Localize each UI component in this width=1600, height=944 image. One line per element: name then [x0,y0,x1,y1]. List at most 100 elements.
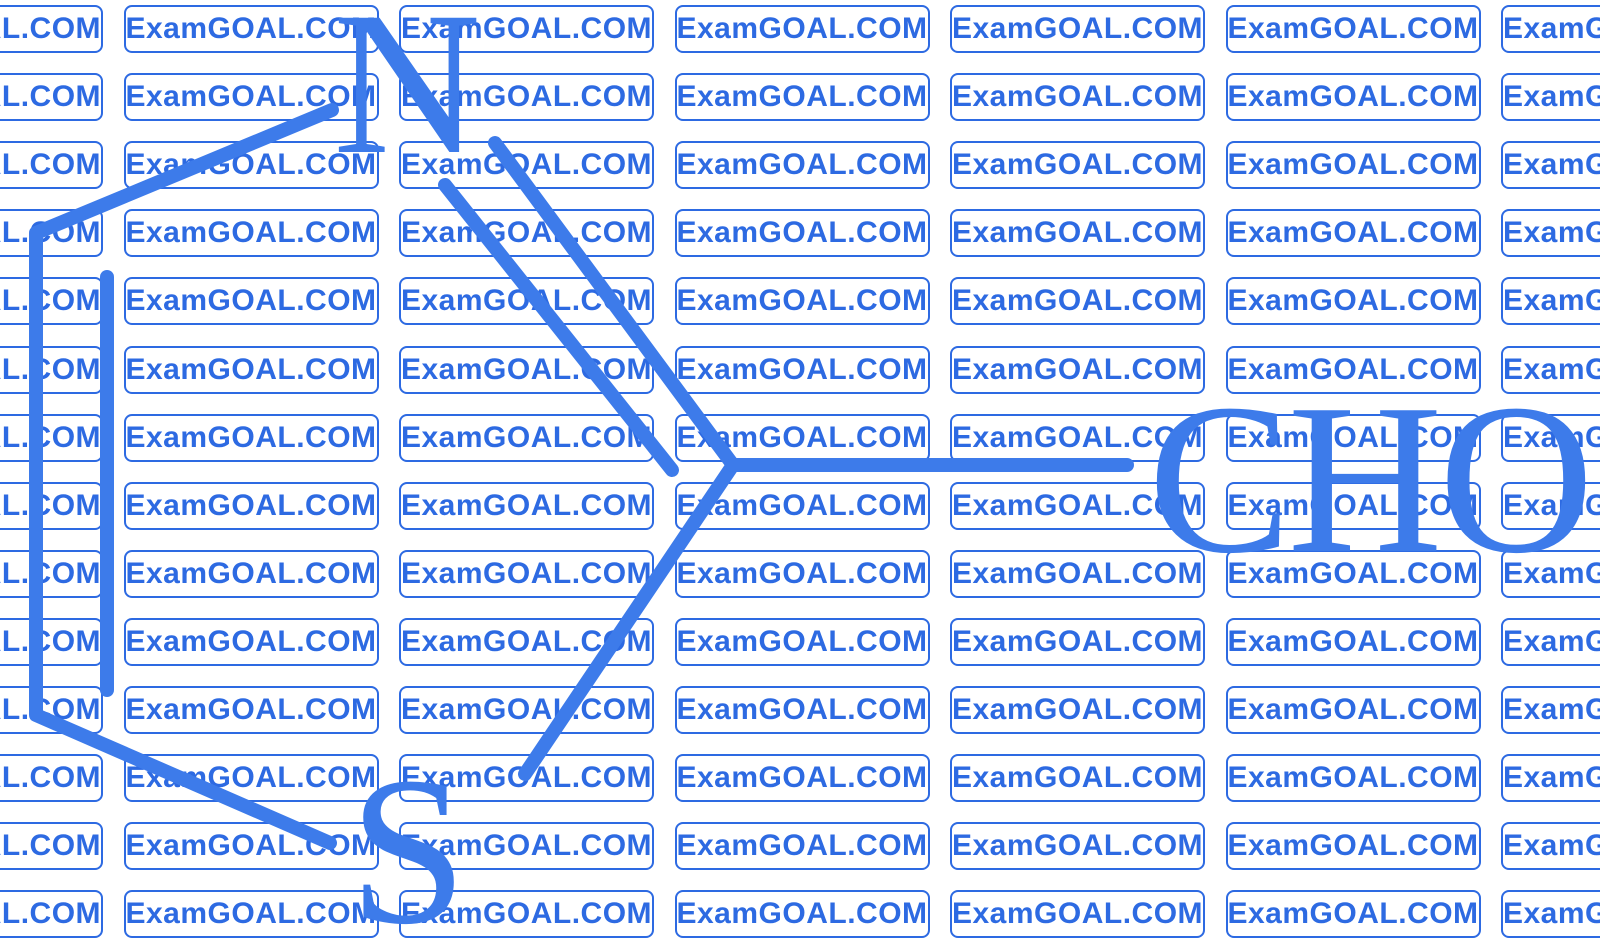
watermark-label: ExamGOAL.COM [0,12,102,45]
watermark-label: ExamGOAL.COM [1227,80,1479,114]
watermark-label: ExamGOAL.COM [125,488,377,522]
watermark-box: ExamGOAL.COM [123,481,379,530]
watermark-box: ExamGOAL.COM [0,481,103,530]
watermark-box: ExamGOAL.COM [123,413,379,462]
watermark-box: ExamGOAL.COM [1501,754,1600,803]
watermark-box: ExamGOAL.COM [1501,890,1600,939]
watermark-label: ExamGOAL.COM [0,488,102,522]
group-label-cho: CHO [1148,359,1590,598]
watermark-label: ExamGOAL.COM [951,897,1204,931]
watermark-label: ExamGOAL.COM [400,352,653,386]
watermark-box: ExamGOAL.COM [123,549,379,598]
watermark-label: ExamGOAL.COM [951,693,1204,726]
watermark-box: ExamGOAL.COM [0,890,103,939]
watermark-box: ExamGOAL.COM [0,617,103,666]
watermark-box: ExamGOAL.COM [950,890,1205,939]
watermark-label: ExamGOAL.COM [951,624,1204,658]
watermark-label: ExamGOAL.COM [0,897,102,931]
watermark-box: ExamGOAL.COM [1501,481,1600,530]
watermark-label: ExamGOAL.COM [676,693,928,726]
watermark-box: ExamGOAL.COM [1501,822,1600,871]
watermark-box: ExamGOAL.COM [1501,5,1600,53]
watermark-label: ExamGOAL.COM [1227,216,1479,250]
watermark-box: ExamGOAL.COM [674,209,930,258]
watermark-label: ExamGOAL.COM [1502,488,1600,522]
watermark-label: ExamGOAL.COM [1227,488,1479,522]
watermark-box: ExamGOAL.COM [950,5,1205,53]
watermark-label: ExamGOAL.COM [1502,352,1600,386]
watermark-box: ExamGOAL.COM [950,277,1205,326]
watermark-box: ExamGOAL.COM [0,345,103,394]
watermark-box: ExamGOAL.COM [1225,209,1481,258]
watermark-label: ExamGOAL.COM [125,897,377,931]
watermark-label: ExamGOAL.COM [1502,420,1600,454]
watermark-box: ExamGOAL.COM [1225,277,1481,326]
watermark-label: ExamGOAL.COM [1227,352,1479,386]
bond-s-c2 [518,458,740,781]
watermark-label: ExamGOAL.COM [1502,624,1600,658]
watermark-box: ExamGOAL.COM [674,890,930,939]
watermark-label: ExamGOAL.COM [676,284,928,318]
watermark-label: ExamGOAL.COM [951,556,1204,590]
watermark-label: ExamGOAL.COM [1227,12,1479,45]
atom-label-n: N [333,0,481,197]
watermark-label: ExamGOAL.COM [0,148,102,182]
watermark-box: ExamGOAL.COM [123,277,379,326]
watermark-box: ExamGOAL.COM [1501,617,1600,666]
watermark-box: ExamGOAL.COM [399,549,654,598]
watermark-label: ExamGOAL.COM [1502,897,1600,931]
watermark-box: ExamGOAL.COM [674,549,930,598]
watermark-box: ExamGOAL.COM [399,822,654,871]
watermark-label: ExamGOAL.COM [676,761,928,795]
watermark-label: ExamGOAL.COM [0,761,102,795]
watermark-box: ExamGOAL.COM [950,73,1205,122]
watermark-label: ExamGOAL.COM [951,420,1204,454]
watermark-box: ExamGOAL.COM [674,754,930,803]
watermark-box: ExamGOAL.COM [399,890,654,939]
watermark-label: ExamGOAL.COM [1227,556,1479,590]
watermark-box: ExamGOAL.COM [399,5,654,53]
watermark-label: ExamGOAL.COM [1502,12,1600,45]
watermark-label: ExamGOAL.COM [125,216,377,250]
watermark-label: ExamGOAL.COM [676,12,928,45]
watermark-label: ExamGOAL.COM [951,829,1204,863]
watermark-box: ExamGOAL.COM [1501,73,1600,122]
watermark-box: ExamGOAL.COM [123,686,379,734]
watermark-box: ExamGOAL.COM [674,345,930,394]
watermark-label: ExamGOAL.COM [951,761,1204,795]
watermark-label: ExamGOAL.COM [1227,624,1479,658]
watermark-box: ExamGOAL.COM [1501,549,1600,598]
watermark-label: ExamGOAL.COM [400,80,653,114]
watermark-label: ExamGOAL.COM [676,897,928,931]
watermark-label: ExamGOAL.COM [951,216,1204,250]
watermark-label: ExamGOAL.COM [951,352,1204,386]
watermark-box: ExamGOAL.COM [950,549,1205,598]
watermark-label: ExamGOAL.COM [400,488,653,522]
watermark-box: ExamGOAL.COM [1225,890,1481,939]
watermark-label: ExamGOAL.COM [676,829,928,863]
watermark-box: ExamGOAL.COM [399,73,654,122]
watermark-box: ExamGOAL.COM [399,686,654,734]
watermark-box: ExamGOAL.COM [0,141,103,190]
watermark-label: ExamGOAL.COM [400,12,653,45]
watermark-box: ExamGOAL.COM [674,617,930,666]
watermark-label: ExamGOAL.COM [1502,556,1600,590]
watermark-label: ExamGOAL.COM [400,556,653,590]
watermark-box: ExamGOAL.COM [950,754,1205,803]
watermark-box: ExamGOAL.COM [1225,481,1481,530]
watermark-box: ExamGOAL.COM [1225,73,1481,122]
watermark-label: ExamGOAL.COM [125,284,377,318]
watermark-box: ExamGOAL.COM [950,209,1205,258]
watermark-box: ExamGOAL.COM [1501,413,1600,462]
watermark-label: ExamGOAL.COM [1227,420,1479,454]
watermark-box: ExamGOAL.COM [674,822,930,871]
watermark-box: ExamGOAL.COM [0,549,103,598]
watermark-label: ExamGOAL.COM [1227,761,1479,795]
watermark-label: ExamGOAL.COM [676,624,928,658]
watermark-box: ExamGOAL.COM [1501,209,1600,258]
watermark-box: ExamGOAL.COM [674,73,930,122]
watermark-box: ExamGOAL.COM [123,617,379,666]
watermark-box: ExamGOAL.COM [950,617,1205,666]
watermark-label: ExamGOAL.COM [0,80,102,114]
